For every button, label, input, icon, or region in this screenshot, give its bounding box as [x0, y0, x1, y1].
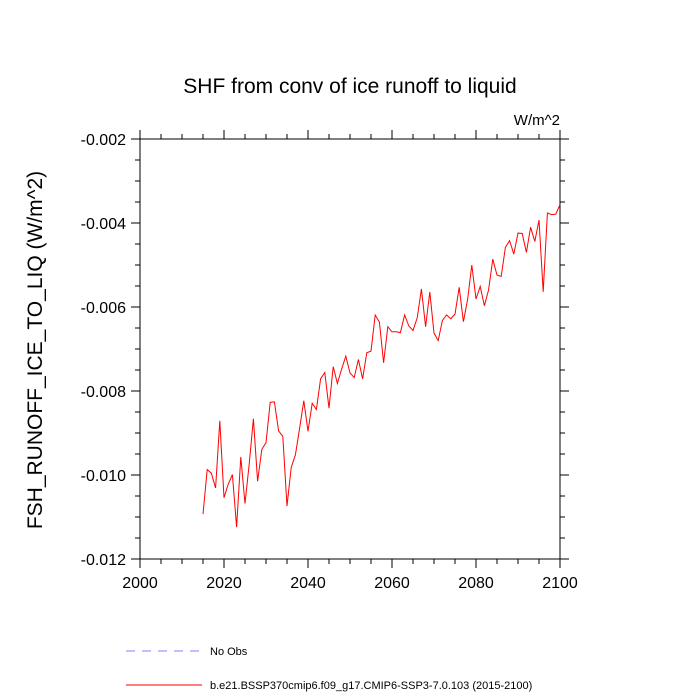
legend: No Obs b.e21.BSSP370cmip6.f09_g17.CMIP6-… [126, 646, 532, 692]
x-tick-label: 2040 [290, 575, 326, 592]
legend-label-model: b.e21.BSSP370cmip6.f09_g17.CMIP6-SSP3-7.… [210, 680, 532, 692]
y-tick-label: -0.006 [81, 300, 126, 317]
x-tick-label: 2000 [122, 575, 158, 592]
tick-labels: 2000 2020 2040 2060 2080 2100 -0.012 -0.010 -0.0… [81, 132, 578, 592]
plot-frame [139, 138, 561, 560]
series-line [202, 204, 561, 528]
x-tick-label: 2100 [542, 575, 578, 592]
y-tick-label: -0.002 [81, 132, 126, 149]
chart-title: SHF from conv of ice runoff to liquid [183, 75, 516, 98]
y-tick-label: -0.004 [81, 216, 126, 233]
series-line-group [202, 204, 561, 528]
legend-label-no-obs: No Obs [210, 646, 248, 658]
units-label: W/m^2 [514, 112, 560, 129]
y-tick-label: -0.012 [81, 552, 126, 569]
y-tick-label: -0.008 [81, 384, 126, 401]
axis-ticks [131, 130, 569, 568]
y-axis-label: FSH_RUNOFF_ICE_TO_LIQ (W/m^2) [24, 171, 47, 529]
x-tick-label: 2060 [374, 575, 410, 592]
x-tick-label: 2020 [206, 575, 242, 592]
y-tick-label: -0.010 [81, 468, 126, 485]
x-tick-label: 2080 [458, 575, 494, 592]
